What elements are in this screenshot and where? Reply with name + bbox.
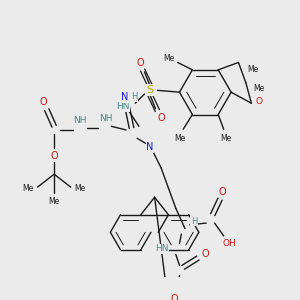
Text: OH: OH <box>222 239 236 248</box>
Text: N: N <box>122 92 129 102</box>
Text: Me: Me <box>248 65 259 74</box>
Text: N: N <box>146 142 154 152</box>
Text: Me: Me <box>174 134 185 143</box>
Text: O: O <box>39 97 47 107</box>
Text: O: O <box>218 187 226 197</box>
Text: NH: NH <box>99 114 112 123</box>
Text: H: H <box>191 217 197 226</box>
Text: Me: Me <box>220 134 231 143</box>
Text: O: O <box>255 97 262 106</box>
Text: HN: HN <box>155 244 168 253</box>
Text: Me: Me <box>74 184 86 194</box>
Text: O: O <box>137 58 145 68</box>
Text: O: O <box>157 113 165 123</box>
Text: Me: Me <box>23 184 34 194</box>
Text: S: S <box>146 85 154 95</box>
Text: Me: Me <box>163 54 174 63</box>
Text: NH: NH <box>73 116 87 125</box>
Text: O: O <box>50 151 58 161</box>
Text: O: O <box>202 249 209 260</box>
Text: Me: Me <box>253 84 264 93</box>
Text: Me: Me <box>49 197 60 206</box>
Text: O: O <box>170 294 178 300</box>
Text: HN: HN <box>116 102 130 111</box>
Text: H: H <box>131 92 137 101</box>
